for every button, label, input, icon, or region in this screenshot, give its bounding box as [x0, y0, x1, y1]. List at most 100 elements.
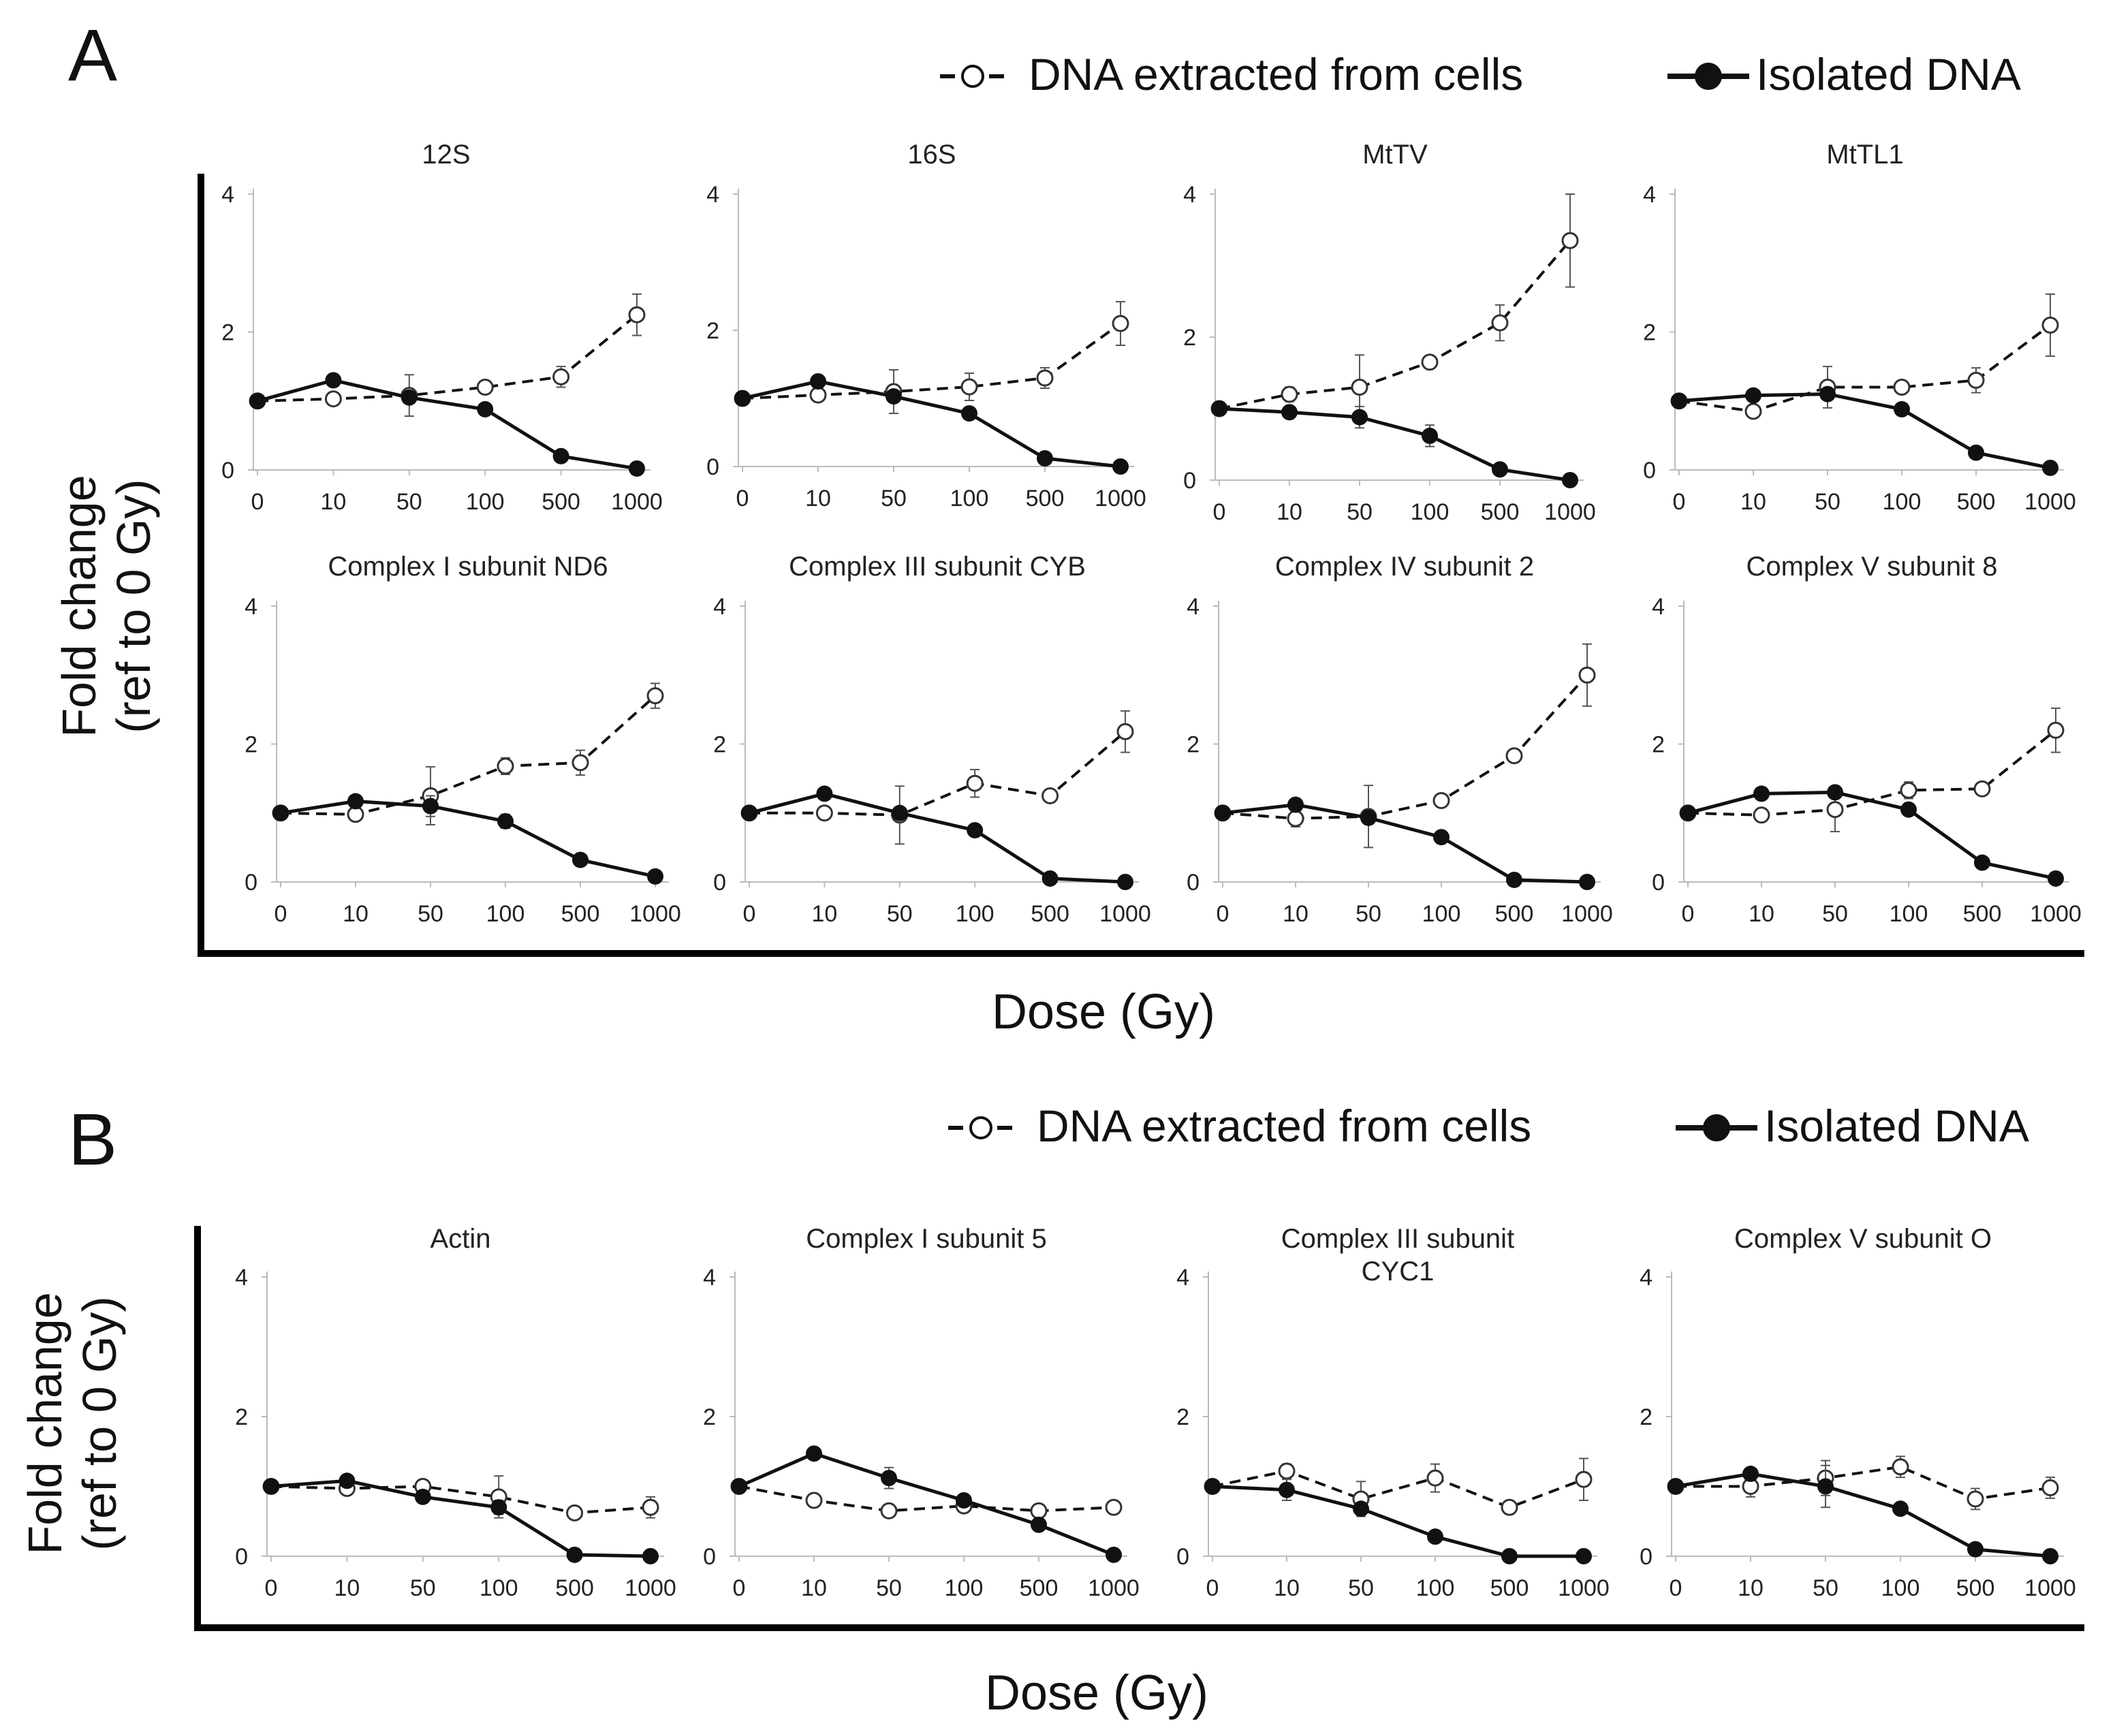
subplot-title-line1: Complex III subunit	[1281, 1224, 1514, 1254]
x-tick-label: 1000	[1088, 1575, 1140, 1601]
series-line	[280, 695, 657, 816]
y-tick-label: 4	[1176, 1265, 1189, 1291]
subplot-title: 12S	[422, 140, 470, 170]
series-isolated-dna	[1204, 1478, 1592, 1564]
subplot-title: MtTV	[1362, 140, 1428, 170]
x-tick-label: 100	[1890, 901, 1928, 927]
filled-point	[1827, 784, 1843, 801]
series-line	[257, 313, 638, 403]
subplot-title-line2: CYC1	[1362, 1257, 1435, 1287]
filled-point	[891, 804, 908, 821]
subplot-4: MtTL1 0 2 4 0 10 50 100 500 1000	[1643, 140, 2076, 515]
open-point	[571, 754, 589, 772]
legend-b-open-marker	[969, 1116, 992, 1139]
series-line	[1687, 790, 2056, 881]
series-line	[1676, 1465, 2051, 1500]
series-isolated-dna	[734, 373, 1129, 475]
x-tick-label: 10	[343, 901, 369, 927]
panel-a-label: A	[68, 14, 117, 96]
y-tick-label: 4	[1183, 182, 1196, 208]
x-tick-label: 500	[1957, 489, 1996, 515]
x-tick-label: 50	[887, 901, 913, 927]
filled-point	[497, 812, 514, 830]
y-tick-label: 0	[706, 454, 719, 480]
series-isolated-dna	[731, 1445, 1122, 1563]
series-line	[1678, 323, 2052, 413]
filled-point	[1211, 400, 1227, 417]
series-line	[1219, 240, 1571, 410]
panel-b-xlabel: Dose (Gy)	[985, 1666, 1208, 1720]
panel-b-ylabel-line2: (ref to 0 Gy)	[73, 1296, 126, 1550]
filled-point	[1506, 871, 1522, 888]
y-tick-label: 4	[1640, 1265, 1652, 1291]
series-dna-extracted-from-cells	[1214, 643, 1596, 849]
subplot-5: Complex I subunit ND6 0 2 4 0 10 50 100 500 1000	[245, 552, 681, 927]
filled-point	[566, 1546, 583, 1563]
series-isolated-dna	[1671, 385, 2058, 476]
x-tick-label: 0	[1206, 1575, 1219, 1601]
open-point	[1561, 232, 1579, 249]
open-point	[552, 368, 570, 385]
x-tick-label: 1000	[2030, 901, 2082, 927]
open-point	[960, 378, 978, 396]
filled-point	[806, 1445, 822, 1462]
x-tick-label: 10	[1283, 901, 1309, 927]
open-point	[1036, 369, 1054, 387]
x-tick-label: 100	[956, 901, 994, 927]
series-line	[1675, 1472, 2051, 1558]
x-tick-label: 1000	[1561, 901, 1613, 927]
x-tick-label: 500	[561, 901, 600, 927]
subplot-3: MtTV 0 2 4 0 10 50 100 500 1000	[1183, 140, 1596, 525]
filled-point	[1360, 809, 1377, 826]
x-tick-label: 100	[480, 1575, 518, 1601]
filled-point	[572, 851, 589, 868]
legend-b-isolated-label: Isolated DNA	[1764, 1101, 2029, 1151]
y-tick-label: 4	[245, 594, 257, 620]
x-tick-label: 500	[1490, 1575, 1529, 1601]
open-point	[1900, 781, 1917, 799]
series-line	[1222, 674, 1588, 820]
subplot-12: Complex V subunit O 0 2 4 0 10 50 100 500 1000	[1640, 1224, 2076, 1601]
x-tick-label: 50	[1356, 901, 1381, 927]
y-tick-label: 4	[1187, 594, 1200, 620]
x-tick-label: 100	[1411, 499, 1450, 525]
filled-point	[1671, 392, 1687, 409]
series-line	[742, 379, 1121, 469]
x-tick-label: 10	[1738, 1575, 1764, 1601]
filled-point	[1562, 472, 1578, 488]
filled-point	[1215, 804, 1231, 821]
filled-point	[1742, 1466, 1759, 1483]
x-tick-label: 100	[1883, 489, 1922, 515]
x-tick-label: 0	[251, 489, 264, 515]
filled-point	[886, 388, 902, 405]
filled-point	[1433, 829, 1450, 846]
series-dna-extracted-from-cells	[249, 293, 646, 417]
x-tick-label: 10	[801, 1575, 827, 1601]
filled-point	[1422, 427, 1438, 444]
subplot-title: MtTL1	[1826, 140, 1903, 170]
open-point	[1116, 723, 1134, 740]
series-dna-extracted-from-cells	[730, 1478, 1123, 1519]
x-tick-label: 50	[876, 1575, 902, 1601]
subplot-10: Complex I subunit 5 0 2 4 0 10 50 100 500 1000	[703, 1224, 1140, 1601]
filled-point	[1041, 870, 1059, 887]
open-point	[966, 774, 984, 792]
filled-point	[325, 372, 342, 389]
series-line	[280, 799, 656, 879]
filled-point	[1894, 400, 1910, 417]
panel-a-legend: DNA extracted from cells Isolated DNA	[940, 49, 2021, 99]
series-line	[1678, 392, 2051, 470]
legend-a-isolated-label: Isolated DNA	[1756, 49, 2021, 99]
y-tick-label: 2	[221, 320, 234, 346]
subplot-11: Complex III subunit CYC1 0 2 4 0 10 50 100 500 100…	[1176, 1224, 1610, 1601]
filled-point	[2048, 870, 2064, 887]
panel-a-ylabel-line1: Fold change	[52, 475, 106, 737]
y-tick-label: 4	[703, 1265, 716, 1291]
y-tick-label: 2	[1640, 1404, 1652, 1430]
x-tick-label: 1000	[1544, 499, 1596, 525]
x-tick-label: 100	[466, 489, 505, 515]
open-point	[1491, 314, 1509, 332]
filled-point	[642, 1548, 659, 1564]
x-tick-label: 0	[736, 486, 749, 511]
